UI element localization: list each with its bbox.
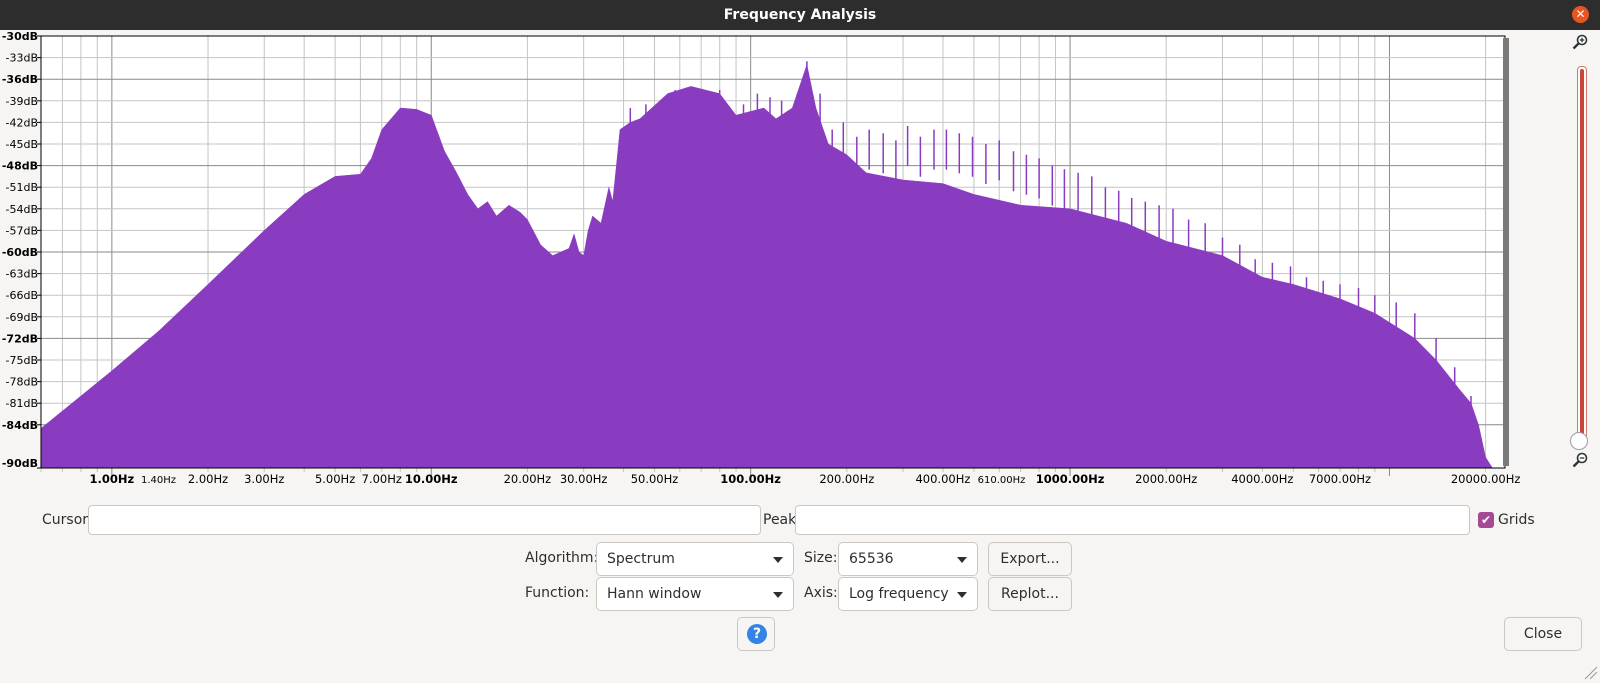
y-tick-label: -33dB: [6, 52, 39, 65]
y-tick-label: -42dB: [6, 116, 39, 129]
x-tick-label: 2.00Hz: [188, 472, 228, 486]
x-tick-label: 3.00Hz: [244, 472, 284, 486]
x-tick-label: 2000.00Hz: [1135, 472, 1197, 486]
x-tick-label: 5.00Hz: [315, 472, 355, 486]
plot-scrollbar[interactable]: [1503, 38, 1509, 466]
help-button[interactable]: ?: [737, 617, 775, 651]
spectrum-area: [40, 63, 1493, 469]
zoom-in-icon[interactable]: [1572, 34, 1588, 50]
x-tick-label: 610.00Hz: [978, 475, 1026, 486]
y-tick-label: -54dB: [6, 203, 39, 216]
algorithm-label: Algorithm:: [525, 550, 599, 566]
y-tick-label: -36dB: [2, 73, 38, 86]
y-tick-label: -57dB: [6, 224, 39, 237]
algorithm-dropdown[interactable]: Spectrum: [596, 542, 794, 576]
chevron-down-icon: [773, 592, 783, 598]
vertical-zoom-slider[interactable]: [1577, 66, 1587, 442]
size-dropdown[interactable]: 65536: [838, 542, 978, 576]
chevron-down-icon: [773, 557, 783, 563]
function-dropdown[interactable]: Hann window: [596, 577, 794, 611]
y-tick-label: -78dB: [6, 376, 39, 389]
algorithm-value: Spectrum: [607, 551, 675, 567]
x-tick-label: 4000.00Hz: [1231, 472, 1293, 486]
x-tick-label: 100.00Hz: [720, 472, 781, 486]
slider-knob[interactable]: [1570, 432, 1588, 450]
size-value: 65536: [849, 551, 894, 567]
chevron-down-icon: [957, 592, 967, 598]
axis-label: Axis:: [804, 585, 838, 601]
size-label: Size:: [804, 550, 838, 566]
y-tick-label: -81dB: [6, 397, 39, 410]
x-tick-label: 20000.00Hz: [1451, 472, 1521, 486]
axis-value: Log frequency: [849, 586, 949, 602]
y-tick-label: -72dB: [2, 332, 38, 345]
x-tick-label: 1000.00Hz: [1036, 472, 1105, 486]
zoom-out-icon[interactable]: [1572, 452, 1588, 468]
y-tick-label: -90dB: [2, 457, 38, 470]
chevron-down-icon: [957, 557, 967, 563]
x-tick-label: 7.00Hz: [362, 472, 402, 486]
function-label: Function:: [525, 585, 590, 601]
help-icon: ?: [747, 624, 767, 644]
window-title: Frequency Analysis: [723, 7, 877, 23]
spectrum-plot[interactable]: -30dB -33dB -36dB -39dB -42dB -45dB -48dB -51dB…: [0, 30, 1560, 490]
x-tick-label: 400.00Hz: [915, 472, 970, 486]
resize-grip-icon[interactable]: [1582, 664, 1598, 680]
x-tick-label: 20.00Hz: [504, 472, 552, 486]
grids-checkbox[interactable]: ✔: [1478, 512, 1494, 528]
y-tick-label: -30dB: [2, 30, 38, 43]
y-tick-label: -51dB: [6, 181, 39, 194]
peak-field[interactable]: [795, 505, 1470, 535]
y-tick-label: -75dB: [6, 354, 39, 367]
replot-button[interactable]: Replot...: [988, 577, 1072, 611]
slider-fill: [1580, 69, 1584, 437]
export-button[interactable]: Export...: [988, 542, 1072, 576]
axis-dropdown[interactable]: Log frequency: [838, 577, 978, 611]
function-value: Hann window: [607, 586, 702, 602]
y-tick-label: -48dB: [2, 160, 38, 173]
y-tick-label: -63dB: [6, 268, 39, 281]
grids-label: Grids: [1498, 512, 1535, 528]
spectrum-spikes: [629, 61, 1472, 436]
cursor-label: Cursor:: [42, 512, 93, 528]
y-tick-label: -69dB: [6, 311, 39, 324]
x-tick-label: 10.00Hz: [405, 472, 458, 486]
x-tick-label: 7000.00Hz: [1309, 472, 1371, 486]
y-tick-label: -84dB: [2, 419, 38, 432]
x-tick-label: 30.00Hz: [560, 472, 608, 486]
window-close-icon[interactable]: ✕: [1572, 6, 1589, 23]
y-tick-label: -45dB: [6, 138, 39, 151]
peak-label: Peak:: [763, 512, 801, 528]
y-tick-label: -66dB: [6, 289, 39, 302]
y-tick-label: -60dB: [2, 246, 38, 259]
x-tick-label: 1.40Hz: [141, 475, 176, 486]
x-tick-label: 50.00Hz: [631, 472, 679, 486]
x-tick-label: 1.00Hz: [90, 472, 135, 486]
cursor-field[interactable]: [88, 505, 761, 535]
x-tick-label: 200.00Hz: [819, 472, 874, 486]
vertical-zoom-panel: [1560, 34, 1600, 474]
x-axis-labels: 1.00Hz 1.40Hz 2.00Hz 3.00Hz 5.00Hz 7.00Hz 10.0…: [90, 472, 1521, 486]
title-bar: Frequency Analysis ✕: [0, 0, 1600, 30]
y-axis-labels: -30dB -33dB -36dB -39dB -42dB -45dB -48dB -51dB…: [2, 30, 41, 470]
close-button[interactable]: Close: [1504, 617, 1582, 651]
y-tick-label: -39dB: [6, 95, 39, 108]
